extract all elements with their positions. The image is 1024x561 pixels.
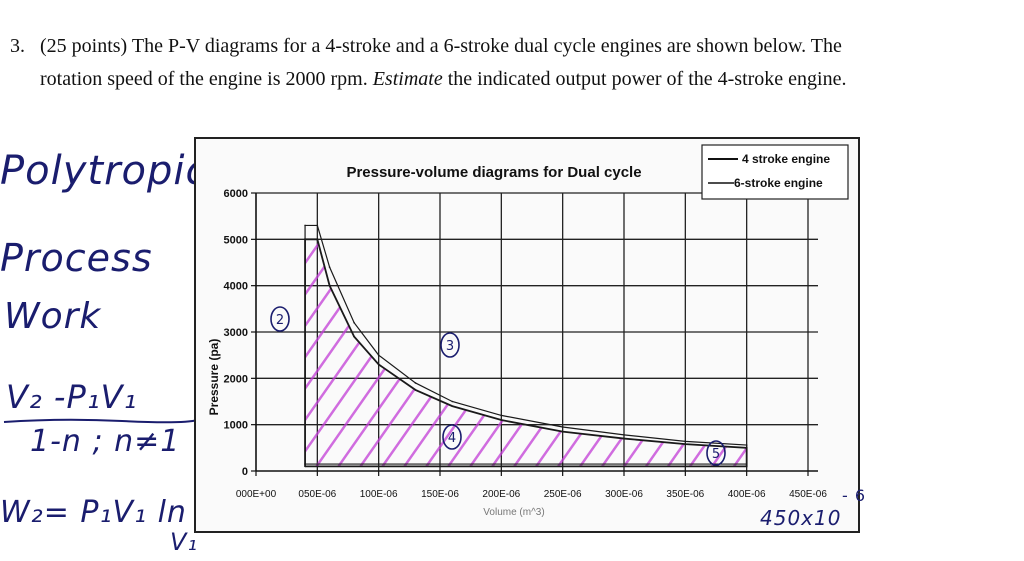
x-tick-label: 100E-06 [360,489,398,500]
series-point [561,430,564,433]
series-point [684,440,687,443]
series-point [316,238,319,241]
question-emphasis: Estimate [372,68,443,90]
series-point [328,284,331,287]
series-point [623,437,625,440]
legend-label-4-stroke: 4 stroke engine [742,152,830,166]
state-mark-label: 3 [446,339,454,354]
x-tick-label: 450E-06 [789,489,827,500]
series-point [353,321,355,324]
note-work: Work [4,296,102,337]
x-tick-label: 150E-06 [421,489,459,500]
question-line-2-end: the indicated output power of the 4-stro… [442,68,847,90]
state-mark-label: 4 [448,431,456,446]
y-tick-label: 3000 [224,327,248,339]
hatch-area [305,239,747,467]
y-tick-label: 6000 [224,188,248,200]
series-point [451,400,454,403]
series-point [353,335,355,338]
series-point [451,405,454,407]
y-axis-label: Pressure (pa) [207,339,221,416]
state-mark-label: 2 [276,313,284,328]
state-mark-circle [706,440,726,466]
y-tick-label: 5000 [224,234,248,246]
series-point [377,363,380,366]
series-point [316,224,319,227]
x-tick-label: 350E-06 [666,489,704,500]
legend-box [701,144,849,200]
state-mark-circle [440,332,460,358]
pv-chart: 0 1000 2000 3000 4000 5000 6000 000E+00 050E-06 1… [194,137,860,533]
hatched-work-area [305,239,747,467]
x-tick-label: 400E-06 [728,489,766,500]
tick-labels: 0 1000 2000 3000 4000 5000 6000 000E+00 050E-06 1… [224,188,828,500]
series-point [304,224,306,227]
series-point [414,382,417,384]
legend-label-6-stroke: 6-stroke engine [734,176,823,190]
series-point [500,414,503,417]
series-point [304,463,306,465]
series-point [500,419,503,421]
note-polytropic: Polytropic [0,148,209,194]
state-point-marks: 2 3 4 5 [270,306,726,466]
x-tick-label: 000E+00 [236,489,277,500]
note-process: Process [0,236,153,280]
question-line-2: rotation speed of the engine is 2000 rpm… [40,63,847,96]
note-work-denominator: 1-n ; n≠1 [30,424,181,459]
state-mark-circle [270,306,290,332]
x-tick-label: 200E-06 [482,489,520,500]
series-point [745,463,748,465]
question-line-2-start: rotation speed of the engine is 2000 rpm… [40,68,373,90]
series-point [745,444,748,446]
legend: 4 stroke engine 6-stroke engine [701,144,849,200]
series-point [623,434,625,436]
chart-title: Pressure-volume diagrams for Dual cycle [346,164,641,181]
x-axis-label: Volume (m^3) [483,507,544,518]
series-point [745,465,748,468]
question-number: 3. [10,35,25,57]
x-tick-label: 250E-06 [544,489,582,500]
y-tick-label: 2000 [224,373,248,385]
question-line-1: (25 points) The P-V diagrams for a 4-str… [40,35,842,57]
series-point [414,389,417,391]
note-iso-denominator: V₁ [170,528,199,556]
series-lines [304,224,748,468]
note-iso-formula: W₂= P₁V₁ ln V₂ [0,495,232,530]
y-tick-label: 1000 [224,420,248,432]
note-scale-exponent: - 6 [842,486,867,505]
state-mark-circle [442,424,462,450]
series-point [684,443,687,445]
x-tick-label: 050E-06 [298,489,336,500]
note-fraction-line [3,418,199,424]
series-point [304,465,306,468]
y-tick-label: 0 [242,466,248,478]
state-mark-label: 5 [712,447,720,462]
note-scale-value: 450x10 [760,506,842,530]
y-tick-label: 4000 [224,281,248,293]
series-point [377,354,380,356]
series-point [561,426,564,428]
note-work-formula: V₂ -P₁V₁ [6,378,138,416]
series-point [328,266,331,268]
x-tick-label: 300E-06 [605,489,643,500]
axes [251,192,818,476]
